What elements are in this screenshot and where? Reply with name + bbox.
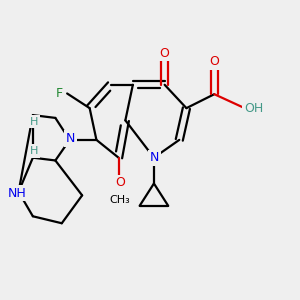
- Text: H: H: [30, 117, 38, 127]
- Text: H: H: [30, 146, 38, 156]
- Text: O: O: [115, 176, 125, 189]
- Text: F: F: [56, 87, 63, 100]
- Text: NH: NH: [8, 187, 26, 200]
- Text: N: N: [150, 151, 159, 164]
- Text: O: O: [160, 46, 170, 60]
- Text: O: O: [209, 55, 219, 68]
- Text: CH₃: CH₃: [110, 195, 130, 205]
- Text: OH: OH: [244, 102, 263, 115]
- Text: N: N: [66, 132, 75, 145]
